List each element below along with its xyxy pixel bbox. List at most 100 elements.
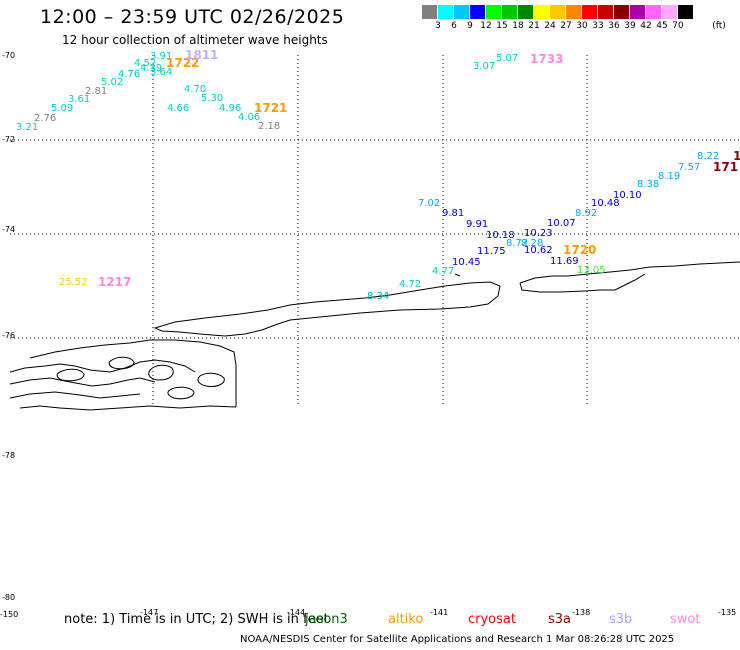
- coastline-segment: [9, 391, 141, 399]
- wave-height-value: 8.34: [367, 291, 389, 302]
- wave-height-value: 8.19: [658, 171, 680, 182]
- latitude-label: -78: [2, 451, 15, 460]
- legend-swatch: [550, 5, 566, 19]
- legend-tick-label: 15: [496, 21, 508, 31]
- pass-label: 1733: [530, 52, 563, 66]
- wave-height-value: 7.57: [678, 162, 700, 173]
- wave-height-value: 4.70: [184, 84, 206, 95]
- latitude-label: -74: [2, 225, 15, 234]
- legend-swatch: [518, 5, 534, 19]
- legend-tick-label: 18: [512, 21, 524, 31]
- coastline-segment: [19, 405, 237, 411]
- island: [56, 368, 85, 382]
- wave-height-value: 5.07: [496, 53, 518, 64]
- footnote: note: 1) Time is in UTC; 2) SWH is in fe…: [64, 612, 329, 627]
- wave-height-value: 8.28: [521, 238, 543, 249]
- color-legend: 3 6 9 12 15 18 21 24 27 30 33 36 39 42 45 70 (ft): [422, 5, 740, 33]
- mission-s3a: s3a: [548, 612, 572, 627]
- wave-height-values: 3.212.765.093.612.815.024.764.524.393.91…: [16, 51, 719, 302]
- wave-height-value: 13.05: [577, 265, 606, 276]
- legend-tick-labels: 3 6 9 12 15 18 21 24 27 30 33 36 39 42 45 70 (ft): [422, 19, 740, 33]
- pass-label: 1: [733, 149, 740, 163]
- coastline-segment: [519, 273, 646, 293]
- longitude-label: -144: [287, 608, 305, 617]
- wave-height-value: 10.18: [486, 230, 515, 241]
- coastline-segment: [153, 281, 501, 337]
- wave-height-value: 8.38: [637, 179, 659, 190]
- pass-label: 1811: [185, 48, 218, 62]
- pass-label: 1217: [98, 275, 131, 289]
- wave-height-value: 8.22: [697, 151, 719, 162]
- coastline: [9, 261, 740, 411]
- wave-height-value: 5.30: [201, 93, 223, 104]
- pass-label: 171: [713, 160, 738, 174]
- coastline-segment: [454, 273, 461, 277]
- longitude-label: -135: [718, 608, 736, 617]
- legend-swatch: [598, 5, 614, 19]
- longitude-label: -138: [572, 608, 590, 617]
- legend-tick-label: 42: [640, 21, 652, 31]
- legend-tick-label: 45: [656, 21, 668, 31]
- mission-cryosat: cryosat: [468, 612, 516, 627]
- legend-swatch: [502, 5, 518, 19]
- island: [197, 372, 225, 387]
- pass-label: 1720: [563, 243, 596, 257]
- wave-height-value: 8.72: [506, 238, 528, 249]
- legend-swatch: [454, 5, 470, 19]
- legend-swatch: [582, 5, 598, 19]
- latitude-labels: -70 -72 -74 -76 -78 -80: [2, 51, 15, 602]
- wave-height-value: 4.72: [399, 279, 421, 290]
- mission-s3b: s3b: [609, 612, 633, 627]
- coastline-segment: [9, 377, 156, 387]
- legend-tick-label: 3: [435, 21, 441, 31]
- longitude-label: -150: [0, 610, 18, 619]
- map-title: 12:00 – 23:59 UTC 02/26/2025: [40, 6, 345, 28]
- legend-tick-label: 9: [467, 21, 473, 31]
- legend-swatch: [486, 5, 502, 19]
- wave-height-value: 9.81: [442, 208, 464, 219]
- wave-height-value: 25.52: [59, 277, 88, 288]
- wave-height-value: 3.91: [150, 51, 172, 62]
- legend-tick-label: 30: [576, 21, 588, 31]
- coastline-segment: [519, 261, 740, 284]
- legend-tick-label: 70: [672, 21, 684, 31]
- wave-height-value: 4.52: [134, 58, 156, 69]
- wave-height-value: 11.75: [477, 246, 506, 257]
- legend-swatch: [646, 5, 662, 19]
- longitude-label: -141: [430, 608, 448, 617]
- legend-unit: (ft): [712, 21, 726, 31]
- latitude-label: -72: [2, 135, 15, 144]
- wave-height-value: 10.07: [547, 218, 576, 229]
- wave-height-value: 3.64: [150, 67, 172, 78]
- wave-height-value: 10.23: [524, 228, 553, 239]
- wave-height-value: 3.07: [473, 61, 495, 72]
- wave-height-value: 8.92: [575, 208, 597, 219]
- pass-label: 1722: [166, 56, 199, 70]
- legend-tick-label: 27: [560, 21, 572, 31]
- legend-tick-label: 24: [544, 21, 556, 31]
- wave-height-value: 5.09: [51, 103, 73, 114]
- map-subtitle: 12 hour collection of altimeter wave hei…: [62, 33, 328, 47]
- latitude-label: -70: [2, 51, 15, 60]
- latitude-label: -76: [2, 331, 15, 340]
- legend-tick-label: 33: [592, 21, 604, 31]
- wave-height-value: 9.91: [466, 219, 488, 230]
- wave-height-value: 10.48: [591, 198, 620, 209]
- legend-swatch: [438, 5, 454, 19]
- wave-height-value: 4.76: [118, 69, 140, 80]
- credit-line: NOAA/NESDIS Center for Satellite Applica…: [240, 634, 675, 645]
- coastline-segment: [29, 339, 237, 407]
- mission-swot: swot: [670, 612, 701, 627]
- legend-swatch: [662, 5, 678, 19]
- legend-swatch: [534, 5, 550, 19]
- graticule: [10, 55, 740, 407]
- legend-tick-label: 12: [480, 21, 492, 31]
- wave-height-value: 4.06: [238, 112, 260, 123]
- mission-altiko: altiko: [388, 612, 424, 627]
- longitude-labels: -150 -147 -144 -141 -138 -135: [0, 608, 736, 619]
- legend-swatch: [422, 5, 438, 19]
- legend-tick-label: 39: [624, 21, 636, 31]
- legend-swatch: [630, 5, 646, 19]
